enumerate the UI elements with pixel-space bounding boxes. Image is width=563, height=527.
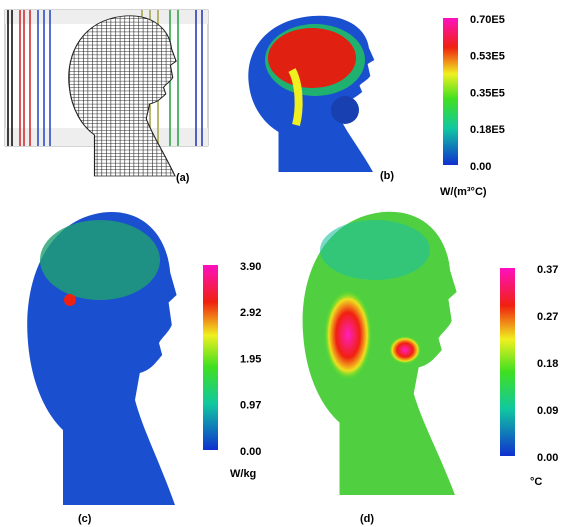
colorbar-tick-label: 0.37 <box>537 264 558 276</box>
panel-label: (a) <box>176 172 190 184</box>
colorbar-tick-label: 0.97 <box>240 400 261 412</box>
colorbar-tick-label: 3.90 <box>240 261 261 273</box>
colorbar-tick-label: 0.00 <box>537 452 558 464</box>
colorbar-tick-label: 0.18E5 <box>470 124 505 136</box>
colorbar-unit: W/(m³°C) <box>440 186 487 198</box>
panel-label: (b) <box>380 170 394 182</box>
panel-label: (c) <box>78 513 92 525</box>
colorbar-unit: W/kg <box>230 468 256 480</box>
colorbar-tick-label: 0.09 <box>537 405 558 417</box>
panel-label: (d) <box>360 513 374 525</box>
colorbar-tick-label: 0.00 <box>470 161 491 173</box>
colorbar <box>500 268 515 456</box>
colorbar-tick-label: 0.53E5 <box>470 51 505 63</box>
colorbar-tick-label: 0.00 <box>240 446 261 458</box>
panel-a <box>4 9 209 177</box>
colorbar <box>443 18 458 165</box>
panel-d <box>302 211 457 496</box>
colorbar-tick-label: 0.18 <box>537 358 558 370</box>
colorbar-unit: °C <box>530 476 542 488</box>
colorbar-tick-label: 1.95 <box>240 353 261 365</box>
colorbar-tick-label: 2.92 <box>240 307 261 319</box>
colorbar-tick-label: 0.70E5 <box>470 14 505 26</box>
panel-c <box>27 212 177 505</box>
panel-b <box>248 15 375 173</box>
colorbar <box>203 265 218 450</box>
colorbar-tick-label: 0.35E5 <box>470 87 505 99</box>
colorbar-tick-label: 0.27 <box>537 311 558 323</box>
